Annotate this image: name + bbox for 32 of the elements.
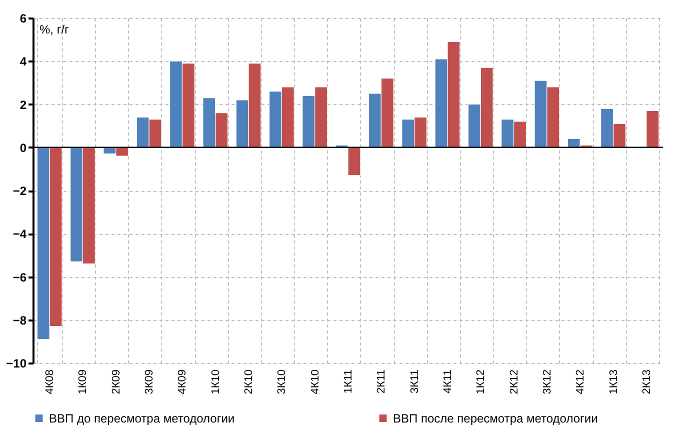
y-axis-title: %, г/г	[40, 22, 70, 36]
bar	[646, 110, 660, 148]
x-tick-label: 1К11	[342, 370, 354, 394]
x-tick-label: 4К09	[176, 370, 189, 394]
x-tick-label: 1К12	[475, 370, 488, 394]
legend-label: ВВП до пересмотра методологии	[49, 411, 235, 426]
y-tick-label: −6	[12, 270, 27, 284]
x-tick-label: 2К12	[508, 370, 520, 394]
y-tick-label: 2	[20, 98, 27, 112]
x-tick-label: 3К11	[408, 370, 421, 394]
x-tick-label: 4К10	[309, 370, 322, 394]
x-tick-label: 3К12	[541, 370, 554, 394]
x-tick-label: 2К09	[110, 370, 122, 394]
x-tick-label: 3К09	[144, 370, 156, 394]
x-tick-label: 2К10	[243, 370, 256, 394]
x-tick-label: 1К13	[608, 370, 620, 394]
y-tick-label: −10	[6, 356, 27, 370]
x-tick-label: 2К13	[640, 370, 653, 394]
y-tick-label: −4	[12, 227, 27, 242]
x-tick-label: 4К11	[442, 370, 454, 394]
x-tick-label: 2К11	[376, 370, 388, 394]
x-tick-label: 4К08	[44, 370, 56, 394]
y-tick-label: 4	[20, 54, 27, 69]
x-tick-label: 3К10	[276, 370, 288, 394]
y-tick-label: −8	[12, 313, 27, 328]
y-tick-label: 6	[20, 12, 27, 26]
x-tick-label: 1К09	[77, 370, 90, 394]
x-tick-label: 1К10	[210, 370, 222, 394]
legend-label: ВВП после пересмотра методологии	[393, 411, 598, 426]
y-tick-label: −2	[12, 184, 27, 198]
x-tick-label: 4К12	[574, 370, 587, 394]
y-tick-label: 0	[20, 140, 27, 155]
